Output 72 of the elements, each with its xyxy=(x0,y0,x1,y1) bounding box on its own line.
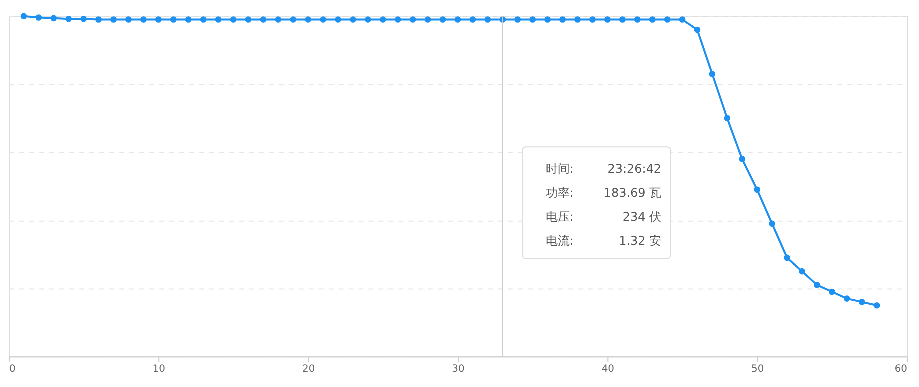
point xyxy=(126,16,132,23)
point xyxy=(649,16,656,23)
point xyxy=(350,16,356,23)
point xyxy=(679,16,686,23)
point xyxy=(80,16,87,22)
x-tick-label: 10 xyxy=(152,364,166,376)
point xyxy=(829,288,836,296)
point xyxy=(96,16,102,23)
point xyxy=(335,16,342,23)
point xyxy=(754,186,761,194)
annotation: 电流: xyxy=(546,234,574,248)
x-tick-label: 50 xyxy=(752,364,764,376)
point xyxy=(305,16,312,23)
point xyxy=(275,16,282,23)
point xyxy=(560,16,566,23)
point xyxy=(724,115,731,122)
point xyxy=(290,16,297,23)
annotation: 时间: xyxy=(546,162,574,176)
point xyxy=(454,16,462,23)
point xyxy=(230,16,237,23)
annotation: 23:26:42 xyxy=(608,162,662,176)
point xyxy=(694,26,701,34)
point xyxy=(844,296,850,302)
point xyxy=(604,16,611,23)
point xyxy=(156,16,162,23)
point xyxy=(440,16,446,23)
point xyxy=(20,13,28,20)
point xyxy=(260,16,267,23)
x-tick-label: 60 xyxy=(894,364,908,376)
point xyxy=(799,268,806,275)
point xyxy=(185,16,192,23)
annotation: 234 伏 xyxy=(622,210,662,224)
point xyxy=(170,16,177,23)
point xyxy=(590,16,596,23)
point xyxy=(664,16,671,23)
annotation: 功率: xyxy=(546,186,574,200)
point xyxy=(634,16,641,23)
point xyxy=(858,299,866,306)
point xyxy=(874,302,880,309)
point xyxy=(514,16,522,23)
point xyxy=(36,14,42,21)
point xyxy=(365,16,372,23)
point xyxy=(784,254,790,262)
annotation: 1.32 安 xyxy=(619,234,662,248)
point xyxy=(394,16,402,23)
point xyxy=(50,15,58,22)
point xyxy=(424,16,432,23)
annotation: 183.69 瓦 xyxy=(604,186,662,200)
x-tick-label: 30 xyxy=(452,364,465,376)
point xyxy=(245,16,252,23)
point xyxy=(410,16,416,23)
point xyxy=(709,71,716,78)
point xyxy=(470,16,476,23)
point xyxy=(66,16,72,22)
point xyxy=(110,16,117,23)
point xyxy=(140,16,147,23)
point xyxy=(215,16,222,23)
x-tick-label: 0 xyxy=(9,364,16,376)
point xyxy=(484,16,492,23)
point xyxy=(739,156,746,162)
point xyxy=(200,16,207,23)
point xyxy=(320,16,326,23)
point xyxy=(619,16,626,23)
point xyxy=(544,16,551,23)
x-tick-label: 20 xyxy=(302,364,316,376)
point xyxy=(769,220,776,228)
point xyxy=(380,16,386,23)
x-tick-label: 40 xyxy=(602,364,615,376)
point xyxy=(530,16,536,23)
point xyxy=(574,16,581,23)
annotation: 电压: xyxy=(546,210,574,224)
point xyxy=(814,282,820,288)
